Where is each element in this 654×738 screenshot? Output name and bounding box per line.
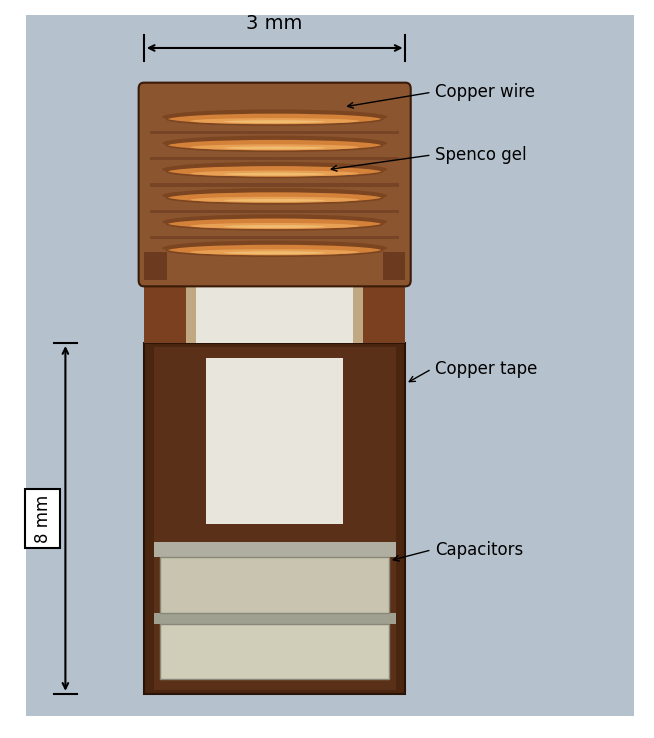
Bar (150, 157, 399, 160)
Bar (363, 280, 405, 343)
Ellipse shape (162, 136, 387, 151)
FancyBboxPatch shape (139, 83, 411, 286)
Ellipse shape (190, 118, 359, 124)
Bar (144, 280, 186, 343)
Text: Copper wire: Copper wire (435, 83, 535, 101)
Bar (160, 557, 389, 613)
Ellipse shape (167, 191, 383, 204)
Ellipse shape (167, 165, 383, 178)
Bar (150, 131, 399, 134)
Ellipse shape (162, 214, 387, 230)
Text: Capacitors: Capacitors (435, 541, 523, 559)
Bar (186, 280, 196, 343)
Text: Spenco gel: Spenco gel (435, 146, 526, 164)
Bar (383, 252, 405, 280)
Bar (144, 343, 405, 694)
Ellipse shape (224, 252, 325, 255)
Ellipse shape (167, 218, 383, 230)
Text: 8 mm: 8 mm (33, 494, 52, 542)
Ellipse shape (162, 162, 387, 177)
Ellipse shape (167, 139, 383, 151)
Bar (154, 613, 396, 624)
Ellipse shape (190, 170, 359, 176)
Ellipse shape (162, 188, 387, 203)
Ellipse shape (190, 197, 359, 203)
Ellipse shape (167, 244, 383, 256)
Bar (193, 280, 356, 343)
Text: 3 mm: 3 mm (247, 14, 303, 33)
Text: Copper tape: Copper tape (435, 360, 538, 378)
Ellipse shape (224, 199, 325, 201)
Ellipse shape (162, 109, 387, 125)
Bar (206, 358, 343, 524)
Ellipse shape (190, 249, 359, 255)
Ellipse shape (190, 144, 359, 150)
Ellipse shape (190, 223, 359, 229)
Bar (154, 347, 396, 690)
Bar (144, 252, 167, 280)
Bar (160, 624, 389, 679)
Bar (150, 210, 399, 213)
Ellipse shape (224, 173, 325, 176)
Ellipse shape (224, 146, 325, 149)
FancyBboxPatch shape (25, 489, 60, 548)
Bar (150, 236, 399, 239)
Ellipse shape (162, 241, 387, 255)
Ellipse shape (224, 225, 325, 228)
Bar (353, 280, 363, 343)
Bar (154, 542, 396, 557)
Bar (150, 184, 399, 187)
Ellipse shape (167, 113, 383, 125)
Ellipse shape (224, 120, 325, 123)
